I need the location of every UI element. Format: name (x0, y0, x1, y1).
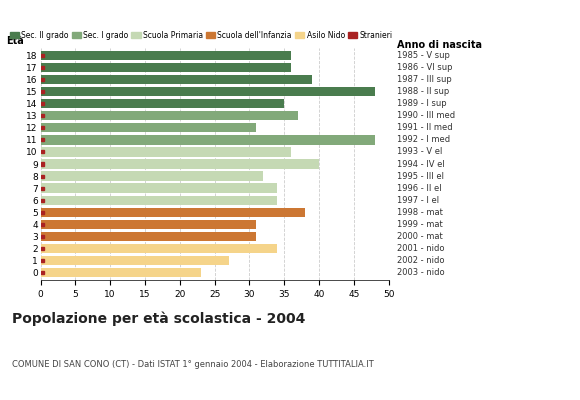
Text: 1995 - III el: 1995 - III el (397, 172, 444, 180)
Text: 1993 - V el: 1993 - V el (397, 148, 443, 156)
Bar (41, 78, 44, 81)
Bar (41, 268, 201, 278)
Bar (41, 171, 263, 181)
Text: Anno di nascita: Anno di nascita (397, 40, 483, 50)
Bar (41, 256, 229, 265)
Bar (41, 184, 277, 193)
Text: 1985 - V sup: 1985 - V sup (397, 51, 450, 60)
Text: 1997 - I el: 1997 - I el (397, 196, 440, 205)
Bar (41, 232, 256, 241)
Bar (41, 123, 256, 132)
Bar (41, 235, 44, 238)
Bar (41, 126, 44, 129)
Text: 1996 - II el: 1996 - II el (397, 184, 442, 193)
Text: 1989 - I sup: 1989 - I sup (397, 99, 447, 108)
Bar (41, 99, 284, 108)
Text: 1999 - mat: 1999 - mat (397, 220, 443, 229)
Legend: Sec. II grado, Sec. I grado, Scuola Primaria, Scuola dell'Infanzia, Asilo Nido, : Sec. II grado, Sec. I grado, Scuola Prim… (10, 30, 393, 40)
Bar (41, 114, 44, 117)
Text: 1991 - II med: 1991 - II med (397, 123, 453, 132)
Bar (41, 87, 375, 96)
Bar (41, 199, 44, 202)
Bar (41, 244, 277, 253)
Text: 2000 - mat: 2000 - mat (397, 232, 443, 241)
Text: 2003 - nido: 2003 - nido (397, 268, 445, 277)
Text: 2002 - nido: 2002 - nido (397, 256, 445, 265)
Text: 1994 - IV el: 1994 - IV el (397, 160, 445, 168)
Bar (41, 138, 44, 141)
Bar (41, 135, 375, 144)
Bar (41, 187, 44, 190)
Bar (41, 102, 44, 105)
Bar (41, 54, 44, 57)
Text: 1986 - VI sup: 1986 - VI sup (397, 63, 453, 72)
Bar (41, 223, 44, 226)
Text: 1988 - II sup: 1988 - II sup (397, 87, 450, 96)
Text: 2001 - nido: 2001 - nido (397, 244, 445, 253)
Text: 1990 - III med: 1990 - III med (397, 111, 455, 120)
Text: Età: Età (6, 36, 24, 46)
Bar (41, 208, 305, 217)
Bar (41, 196, 277, 205)
Bar (41, 247, 44, 250)
Bar (41, 75, 312, 84)
Bar (41, 147, 291, 157)
Bar (41, 271, 44, 274)
Bar (41, 174, 44, 178)
Bar (41, 162, 44, 166)
Text: 1992 - I med: 1992 - I med (397, 135, 451, 144)
Bar (41, 63, 291, 72)
Bar (41, 66, 44, 69)
Bar (41, 90, 44, 93)
Text: 1987 - III sup: 1987 - III sup (397, 75, 452, 84)
Bar (41, 159, 319, 169)
Bar (41, 259, 44, 262)
Text: 1998 - mat: 1998 - mat (397, 208, 443, 217)
Bar (41, 111, 298, 120)
Text: Popolazione per età scolastica - 2004: Popolazione per età scolastica - 2004 (12, 312, 305, 326)
Bar (41, 150, 44, 154)
Text: COMUNE DI SAN CONO (CT) - Dati ISTAT 1° gennaio 2004 - Elaborazione TUTTITALIA.I: COMUNE DI SAN CONO (CT) - Dati ISTAT 1° … (12, 360, 374, 369)
Bar (41, 50, 291, 60)
Bar (41, 220, 256, 229)
Bar (41, 211, 44, 214)
